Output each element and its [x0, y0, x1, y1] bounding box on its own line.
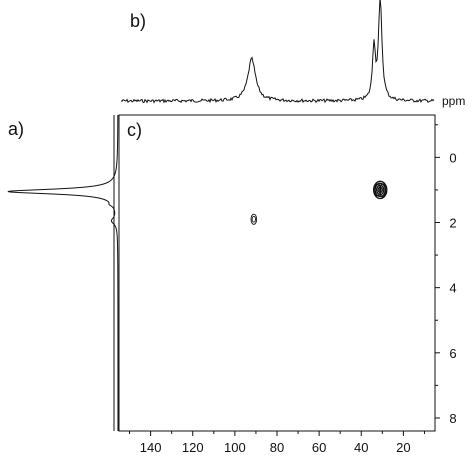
cross-peak	[372, 180, 388, 200]
x-tick-label: 60	[312, 440, 326, 455]
contour-level	[379, 183, 387, 198]
top-axis-unit-label: ppm	[442, 94, 465, 108]
left-spectrum-trace	[7, 115, 119, 431]
x-tick-label: 20	[396, 440, 410, 455]
x-axis: 140 120 100 80 60 40 20	[129, 431, 425, 455]
plot-frame	[118, 114, 436, 432]
correlation-plot: 140 120 100 80 60 40 20 0 2 4 6 8	[118, 114, 457, 455]
panel-label-c: c)	[127, 120, 142, 140]
x-tick-label: 100	[224, 440, 246, 455]
y-tick-label: 0	[449, 150, 456, 165]
left-spectrum-panel	[7, 115, 119, 431]
contour-level	[372, 180, 388, 200]
y-axis: 0 2 4 6 8	[435, 124, 457, 426]
x-tick-label: 120	[182, 440, 204, 455]
panel-label-b: b)	[130, 11, 146, 31]
y-tick-label: 6	[449, 346, 456, 361]
cross-peak	[250, 213, 258, 225]
contour-level	[374, 183, 382, 197]
top-spectrum-trace	[120, 0, 435, 104]
panel-label-a: a)	[8, 119, 24, 139]
cross-peaks	[250, 180, 388, 225]
y-tick-label: 4	[449, 281, 456, 296]
x-tick-label: 140	[140, 440, 162, 455]
x-tick-label: 80	[270, 440, 284, 455]
y-tick-label: 2	[449, 216, 456, 231]
contour-level	[250, 213, 258, 225]
contour-level	[251, 215, 256, 223]
y-tick-label: 8	[449, 411, 456, 426]
top-spectrum-panel: ppm	[120, 0, 465, 108]
x-tick-label: 40	[354, 440, 368, 455]
